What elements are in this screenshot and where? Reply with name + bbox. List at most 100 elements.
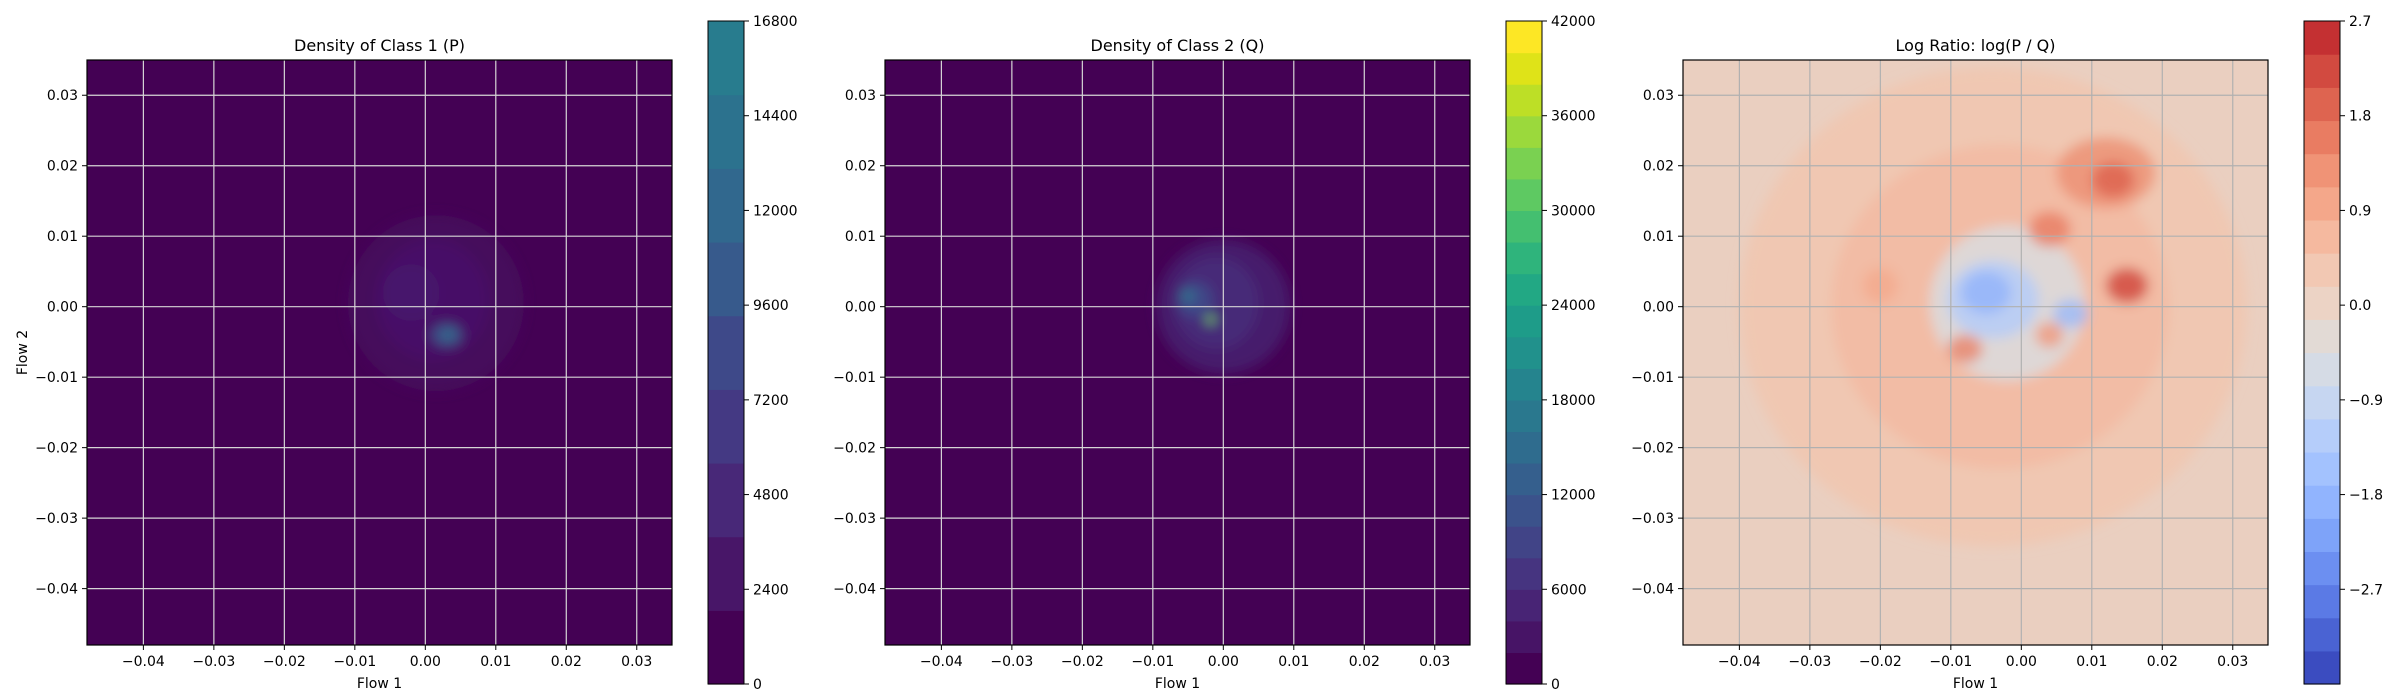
x-tick-label: 0.00: [410, 654, 441, 670]
colorbar-band-10: [2304, 319, 2340, 354]
colorbar-band-7: [2304, 418, 2340, 453]
colorbar-band-17: [1506, 115, 1542, 148]
x-tick-label: 0.01: [1278, 654, 1309, 670]
y-tick-label: 0.01: [845, 229, 876, 245]
y-tick-label: 0.02: [845, 159, 876, 175]
colorbar-band-10: [1506, 336, 1542, 369]
plot-frame: [884, 59, 1471, 646]
density-region-8: [2105, 267, 2149, 304]
colorbar-band-3: [1506, 557, 1542, 590]
colorbar-band-8: [708, 21, 744, 96]
density-region-2: [1177, 282, 1213, 318]
colorbar-band-6: [2304, 451, 2340, 486]
x-tick-label: −0.04: [122, 654, 165, 670]
x-tick-label: −0.04: [920, 654, 963, 670]
x-tick-label: −0.01: [333, 654, 376, 670]
colorbar-band-1: [708, 536, 744, 611]
colorbar-tick-label: 2400: [753, 582, 789, 598]
colorbar-band-4: [2304, 518, 2340, 552]
y-tick-label: −0.01: [833, 370, 876, 386]
density-region-4: [441, 329, 456, 341]
panel-class1-density: −0.04 −0.03 −0.02 −0.01 0.00 0.01 0.02 0.03 −0.0…: [15, 14, 798, 693]
colorbar-tick-label: 0: [1551, 677, 1560, 693]
colorbar-tick-label: 12000: [753, 203, 798, 219]
colorbar-band-15: [2304, 153, 2340, 188]
colorbar-band-2: [2304, 584, 2340, 619]
colorbar-tick-label: 1.8: [2349, 109, 2371, 125]
density-region-2: [383, 264, 440, 321]
colorbar-tick-label: 0.0: [2349, 298, 2371, 314]
x-tick-label: 0.03: [621, 654, 652, 670]
colorbar-band-1: [1506, 620, 1542, 654]
plot-frame: [86, 59, 673, 646]
colorbar-band-18: [1506, 84, 1542, 117]
panel-class2-density: −0.04 −0.03 −0.02 −0.01 0.00 0.01 0.02 0.03 −0.0…: [833, 14, 1595, 693]
density-region-9: [2028, 211, 2071, 247]
colorbar-band-19: [1506, 52, 1542, 85]
x-tick-label: −0.01: [1929, 654, 1972, 670]
colorbar-band-3: [708, 389, 744, 464]
colorbar-band-12: [2304, 253, 2340, 287]
colorbar-band-20: [1506, 21, 1542, 54]
colorbar-frame: [1505, 20, 1543, 685]
colorbar-band-2: [1506, 589, 1542, 622]
panel-log-ratio: −0.04 −0.03 −0.02 −0.01 0.00 0.01 0.02 0.03 −0.0…: [1631, 14, 2383, 692]
y-tick-label: −0.03: [1631, 511, 1674, 527]
y-tick-label: −0.02: [35, 441, 78, 457]
colorbar-band-19: [2304, 21, 2340, 55]
colorbar-tick-label: 0: [753, 677, 762, 693]
colorbar-band-7: [708, 94, 744, 169]
y-tick-label: 0.03: [1643, 88, 1674, 104]
x-tick-label: −0.04: [1718, 654, 1761, 670]
density-region-4: [1206, 315, 1215, 324]
chart-title: Density of Class 2 (Q): [1091, 36, 1265, 55]
x-tick-label: −0.03: [1788, 654, 1831, 670]
colorbar-band-6: [708, 168, 744, 243]
colorbar-band-5: [708, 242, 744, 317]
colorbar-tick-label: 30000: [1551, 203, 1596, 219]
colorbar-band-0: [2304, 650, 2340, 685]
colorbar-frame: [2303, 20, 2341, 685]
colorbar-tick-label: −2.7: [2349, 582, 2383, 598]
chart-title: Log Ratio: log(P / Q): [1896, 36, 2056, 55]
x-tick-label: 0.03: [2217, 654, 2248, 670]
x-tick-label: 0.02: [2147, 654, 2178, 670]
y-tick-label: 0.02: [47, 159, 78, 175]
y-tick-label: −0.02: [833, 441, 876, 457]
colorbar-tick-label: 24000: [1551, 298, 1596, 314]
y-tick-label: −0.03: [35, 511, 78, 527]
density-region-5: [2053, 299, 2089, 328]
colorbar-band-1: [2304, 617, 2340, 652]
colorbar-tick-label: 12000: [1551, 488, 1596, 504]
y-tick-label: −0.03: [833, 511, 876, 527]
y-tick-label: −0.02: [1631, 441, 1674, 457]
density-region-7: [2091, 162, 2135, 198]
y-tick-label: 0.00: [845, 300, 876, 316]
colorbar-band-0: [708, 610, 744, 685]
y-tick-label: −0.04: [35, 582, 78, 598]
x-tick-label: 0.01: [2076, 654, 2107, 670]
colorbar-band-6: [1506, 463, 1542, 496]
colorbar-band-5: [2304, 485, 2340, 519]
x-tick-label: −0.02: [263, 654, 306, 670]
y-tick-label: 0.01: [47, 229, 78, 245]
colorbar-tick-label: 18000: [1551, 393, 1596, 409]
x-tick-label: 0.02: [1349, 654, 1380, 670]
density-region-4: [1961, 271, 2011, 314]
x-tick-label: −0.02: [1859, 654, 1902, 670]
density-layer: [347, 215, 524, 392]
plot-frame: [1682, 59, 2269, 646]
colorbar-tick-label: 16800: [753, 14, 798, 30]
colorbar-tick-label: 7200: [753, 393, 789, 409]
colorbar-tick-label: 6000: [1551, 582, 1587, 598]
colorbar-band-18: [2304, 54, 2340, 88]
colorbar-frame: [707, 20, 745, 685]
x-tick-label: 0.00: [2006, 654, 2037, 670]
colorbar-band-15: [1506, 178, 1542, 212]
colorbar-band-9: [1506, 368, 1542, 401]
colorbar-band-13: [2304, 219, 2340, 254]
y-tick-label: −0.01: [1631, 370, 1674, 386]
density-region-3: [1181, 289, 1195, 303]
x-axis-label: Flow 1: [1155, 676, 1200, 692]
